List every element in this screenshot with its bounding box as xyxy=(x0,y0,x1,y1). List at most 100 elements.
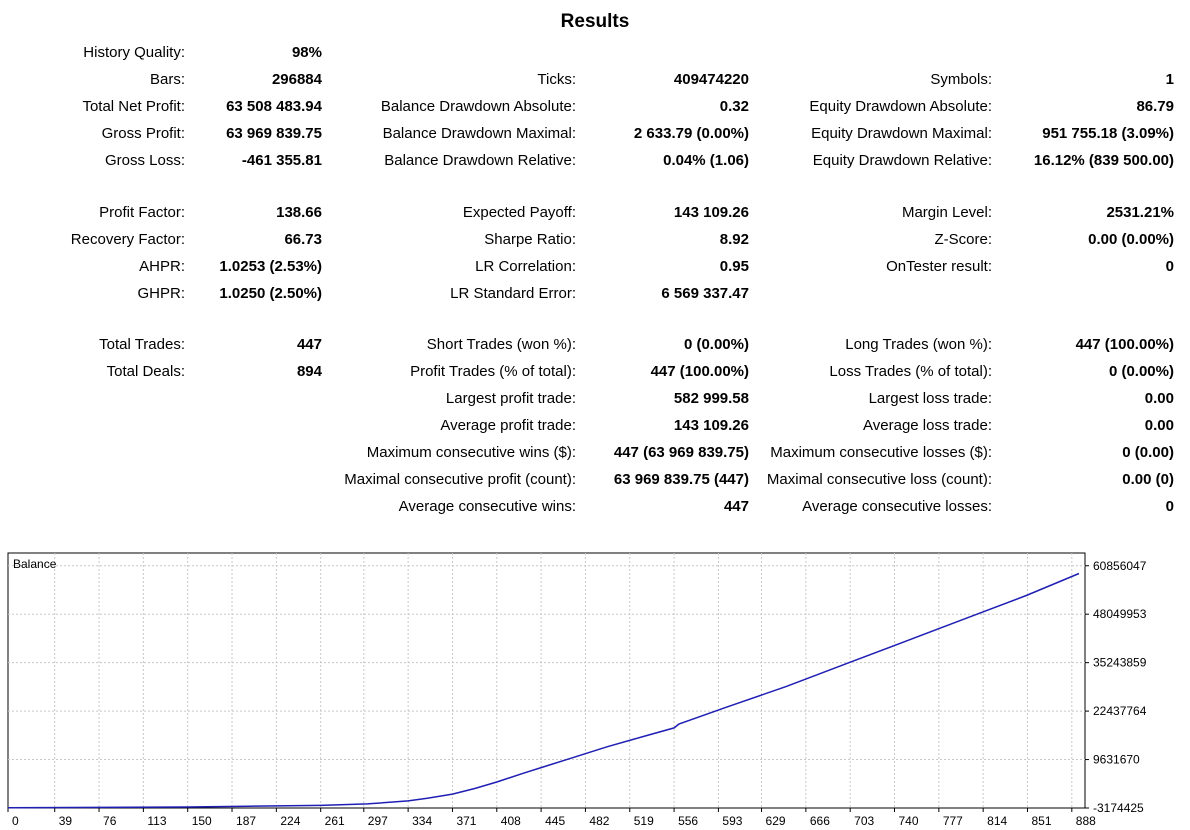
x-tick-label: 629 xyxy=(766,814,786,828)
chart-title: Balance xyxy=(13,557,57,571)
stat-value: 0.04% (1.06) xyxy=(663,152,749,169)
stat-label: Equity Drawdown Maximal: xyxy=(811,125,992,142)
stat-label: Balance Drawdown Relative: xyxy=(384,152,576,169)
x-tick-label: 408 xyxy=(501,814,521,828)
x-tick-label: 888 xyxy=(1076,814,1096,828)
stat-label: LR Correlation: xyxy=(475,258,576,275)
balance-chart-svg: 60856047 48049953 35243859 22437764 9631670 -… xyxy=(7,552,1147,828)
x-tick-label: 519 xyxy=(634,814,654,828)
stat-label: Margin Level: xyxy=(901,204,992,221)
stat-value: 0 (0.00) xyxy=(1122,444,1174,461)
x-tick-label: 703 xyxy=(854,814,874,828)
stat-label: Sharpe Ratio: xyxy=(484,231,576,248)
stat-value: 0.32 xyxy=(719,98,749,115)
stat-label: GHPR: xyxy=(137,285,185,302)
stat-label: Symbols: xyxy=(930,71,992,88)
stat-label: Average consecutive wins: xyxy=(398,498,576,515)
stat-label: Bars: xyxy=(149,71,185,88)
stat-value: 0 xyxy=(1165,498,1174,515)
stat-label: Total Net Profit: xyxy=(82,98,185,115)
stat-value: 1.0253 (2.53%) xyxy=(219,258,322,275)
y-tick-label: 35243859 xyxy=(1093,656,1147,670)
report-title: Results xyxy=(560,11,630,32)
balance-line xyxy=(7,572,1080,809)
stat-label: Gross Loss: xyxy=(104,152,185,169)
stat-value: 63 969 839.75 xyxy=(226,125,322,142)
stat-value: 143 109.26 xyxy=(673,417,749,434)
stat-label: Loss Trades (% of total): xyxy=(829,363,992,380)
stat-value: 582 999.58 xyxy=(673,390,749,407)
x-tick-label: 851 xyxy=(1031,814,1051,828)
stat-value: 0 (0.00%) xyxy=(1108,363,1174,380)
x-tick-label: 593 xyxy=(722,814,742,828)
stat-label: Largest profit trade: xyxy=(445,390,576,407)
y-tick-label: 9631670 xyxy=(1093,753,1140,767)
stat-label: Expected Payoff: xyxy=(462,204,576,221)
stat-label: LR Standard Error: xyxy=(450,285,576,302)
x-tick-label: 261 xyxy=(325,814,345,828)
stat-label: Profit Factor: xyxy=(99,204,185,221)
stat-value: 0.00 (0) xyxy=(1122,471,1174,488)
stat-value: 447 (100.00%) xyxy=(650,363,749,380)
stat-label: Maximum consecutive losses ($): xyxy=(770,444,992,461)
stat-value: 8.92 xyxy=(719,231,749,248)
stat-label: Average loss trade: xyxy=(863,417,992,434)
stat-value: 2531.21% xyxy=(1106,204,1174,221)
stat-label: Z-Score: xyxy=(934,231,992,248)
x-tick-label: 224 xyxy=(280,814,300,828)
stat-value: 63 508 483.94 xyxy=(226,98,322,115)
stat-value: 447 xyxy=(723,498,749,515)
stat-value: 1 xyxy=(1165,71,1174,88)
stat-value: 138.66 xyxy=(276,204,322,221)
stat-value: 0 xyxy=(1165,258,1174,275)
y-tick-label: -3174425 xyxy=(1093,801,1144,815)
stat-value: -461 355.81 xyxy=(241,152,322,169)
stat-label: Total Deals: xyxy=(106,363,185,380)
stat-label: Maximal consecutive profit (count): xyxy=(344,471,576,488)
stat-value: 296884 xyxy=(271,71,322,88)
stat-label: Maximum consecutive wins ($): xyxy=(366,444,576,461)
stat-label: Average profit trade: xyxy=(440,417,576,434)
stat-label: OnTester result: xyxy=(886,258,992,275)
stat-value: 894 xyxy=(296,363,322,380)
stat-value: 0.95 xyxy=(719,258,749,275)
stat-label: History Quality: xyxy=(83,44,185,61)
y-tick-label: 48049953 xyxy=(1093,607,1147,621)
x-tick-label: 482 xyxy=(589,814,609,828)
stat-label: Balance Drawdown Maximal: xyxy=(382,125,576,142)
y-tick-label: 22437764 xyxy=(1093,704,1147,718)
stat-label: Ticks: xyxy=(537,71,576,88)
stat-label: Equity Drawdown Relative: xyxy=(812,152,992,169)
x-tick-label: 76 xyxy=(103,814,117,828)
stat-value: 143 109.26 xyxy=(673,204,749,221)
balance-chart: 60856047 48049953 35243859 22437764 9631670 -… xyxy=(0,548,1190,830)
stat-value: 0.00 xyxy=(1144,417,1174,434)
stat-value: 0.00 xyxy=(1144,390,1174,407)
stat-label: Balance Drawdown Absolute: xyxy=(380,98,576,115)
stat-label: Profit Trades (% of total): xyxy=(410,363,576,380)
stat-label: AHPR: xyxy=(139,258,185,275)
stat-value: 1.0250 (2.50%) xyxy=(219,285,322,302)
x-tick-label: 814 xyxy=(987,814,1007,828)
x-tick-label: 187 xyxy=(236,814,256,828)
stat-label: Maximal consecutive loss (count): xyxy=(766,471,992,488)
stat-label: Long Trades (won %): xyxy=(845,336,992,353)
stat-value: 6 569 337.47 xyxy=(661,285,749,302)
stat-value: 447 (63 969 839.75) xyxy=(613,444,749,461)
x-tick-label: 150 xyxy=(192,814,212,828)
stat-value: 409474220 xyxy=(673,71,749,88)
x-tick-label: 371 xyxy=(456,814,476,828)
plot-area xyxy=(7,552,1086,809)
stat-value: 16.12% (839 500.00) xyxy=(1033,152,1174,169)
x-tick-label: 113 xyxy=(147,814,166,828)
x-tick-label: 297 xyxy=(368,814,388,828)
stat-label: Equity Drawdown Absolute: xyxy=(809,98,992,115)
x-tick-label: 0 xyxy=(12,814,19,828)
x-tick-label: 666 xyxy=(810,814,830,828)
stat-value: 2 633.79 (0.00%) xyxy=(633,125,749,142)
stat-label: Average consecutive losses: xyxy=(802,498,992,515)
stat-value: 66.73 xyxy=(284,231,322,248)
x-tick-label: 777 xyxy=(943,814,963,828)
stat-value: 0 (0.00%) xyxy=(683,336,749,353)
stat-label: Total Trades: xyxy=(99,336,185,353)
